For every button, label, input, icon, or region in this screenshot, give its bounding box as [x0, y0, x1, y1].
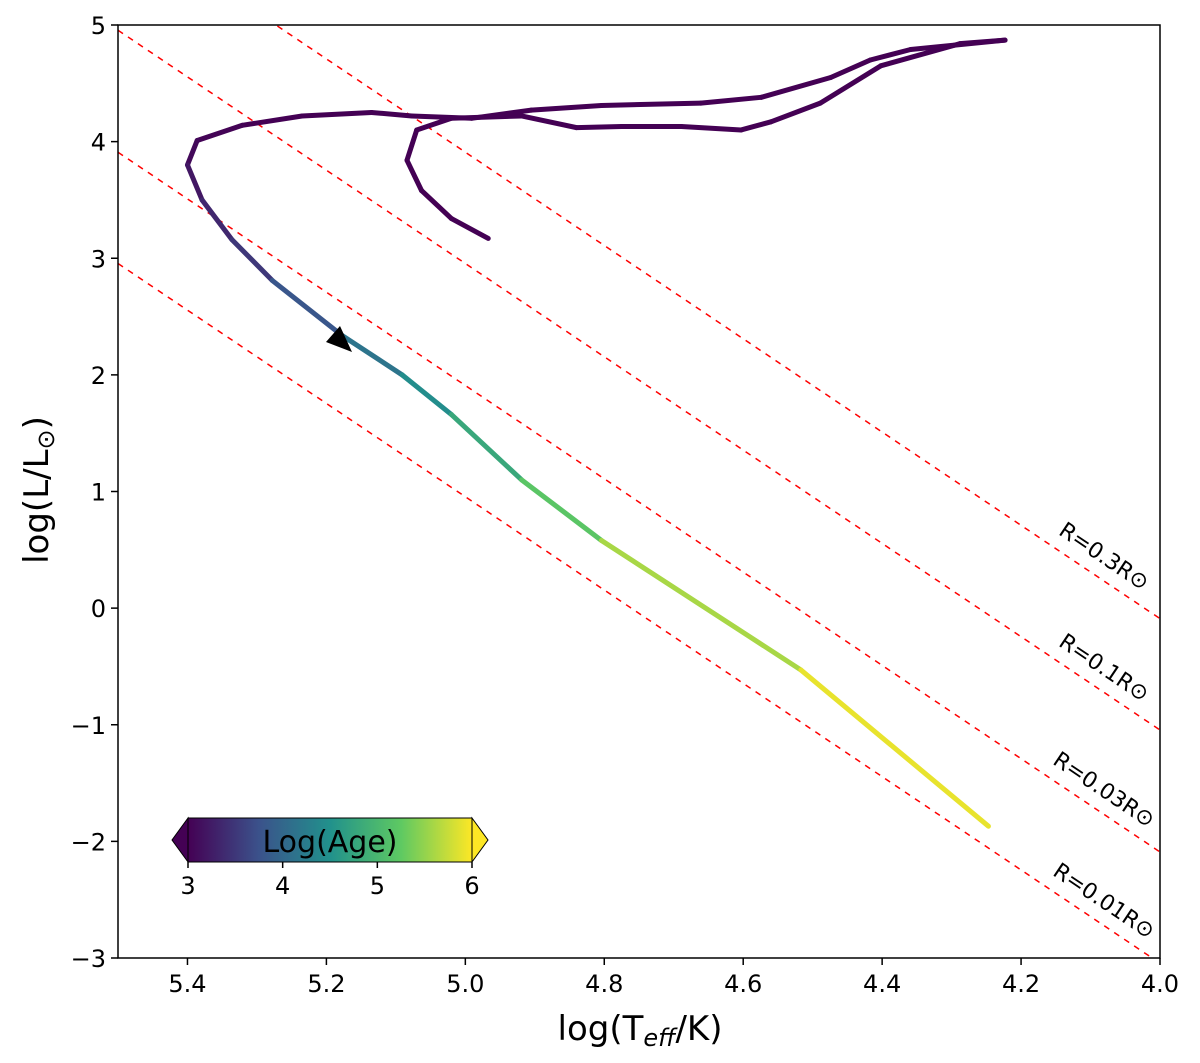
track-segment [678, 123, 744, 133]
direction-arrow [326, 326, 352, 352]
x-tick-label: 5.4 [168, 970, 206, 998]
track-segment [908, 37, 1008, 52]
track-segment [768, 100, 823, 125]
track-segment [199, 197, 235, 243]
y-tick-label: 0 [91, 595, 106, 623]
colorbar [187, 817, 473, 863]
y-tick-label: −3 [71, 945, 106, 973]
track-segment [184, 162, 205, 203]
track-segment [339, 332, 405, 378]
track-segment [399, 372, 454, 418]
track-segment [469, 107, 534, 121]
track-segment [867, 46, 914, 63]
x-tick-label: 4.8 [585, 970, 623, 998]
radius-label: R=0.01R⊙ [1048, 859, 1159, 945]
track-segment [519, 477, 604, 543]
colorbar-tick-label: 5 [370, 872, 385, 900]
track-segment [414, 115, 454, 133]
y-tick-label: 3 [91, 245, 106, 273]
y-axis-label: log(L/L⊙) [17, 416, 60, 564]
track-segment [369, 109, 415, 119]
x-tick-label: 4.0 [1141, 970, 1179, 998]
track-segment [194, 122, 245, 143]
y-tick-label: 2 [91, 362, 106, 390]
x-axis-label: log(Teff/K) [558, 1009, 723, 1052]
track-segment [738, 119, 774, 133]
x-tick-label: 4.6 [724, 970, 762, 998]
track-segment [299, 109, 375, 119]
colorbar-label: Log(Age) [262, 825, 397, 860]
track-segment [229, 237, 275, 283]
colorbar-extend-high [471, 816, 489, 864]
track-segment [528, 102, 604, 113]
track-segment [817, 63, 884, 106]
colorbar-tick-label: 3 [180, 872, 195, 900]
colorbar-tick-label: 6 [464, 872, 479, 900]
track-segment [239, 113, 305, 128]
track-segment [519, 113, 579, 131]
track-segment [758, 74, 834, 100]
track-segment [573, 123, 625, 131]
x-tick-label: 4.4 [863, 970, 901, 998]
colorbar-tick-label: 4 [275, 872, 290, 900]
track-segment [798, 667, 991, 829]
x-tick-label: 4.2 [1002, 970, 1040, 998]
radius-line [274, 25, 1160, 620]
y-tick-label: 1 [91, 479, 106, 507]
radius-line [118, 29, 1160, 731]
y-tick-label: −1 [71, 712, 106, 740]
colorbar-extend-low [171, 816, 189, 864]
plot-area [118, 25, 1160, 958]
x-tick-label: 5.2 [307, 970, 345, 998]
radius-line [118, 262, 1154, 958]
track-segment [184, 137, 200, 168]
track-segment [409, 113, 475, 121]
track-segment [448, 412, 525, 483]
y-tick-label: 4 [91, 129, 106, 157]
radius-label: R=0.03R⊙ [1048, 747, 1159, 833]
track-segment [419, 188, 454, 222]
radius-line [118, 151, 1160, 853]
track-segment [404, 127, 420, 163]
track-segment [269, 277, 345, 338]
y-tick-label: 5 [91, 12, 106, 40]
track-segment [448, 216, 491, 241]
x-tick-label: 5.0 [446, 970, 484, 998]
track-segment [404, 157, 425, 194]
y-tick-label: −2 [71, 828, 106, 856]
track-segment [598, 100, 704, 108]
track-segment [698, 94, 764, 106]
track-segment [828, 57, 873, 80]
track-segment [598, 537, 804, 673]
